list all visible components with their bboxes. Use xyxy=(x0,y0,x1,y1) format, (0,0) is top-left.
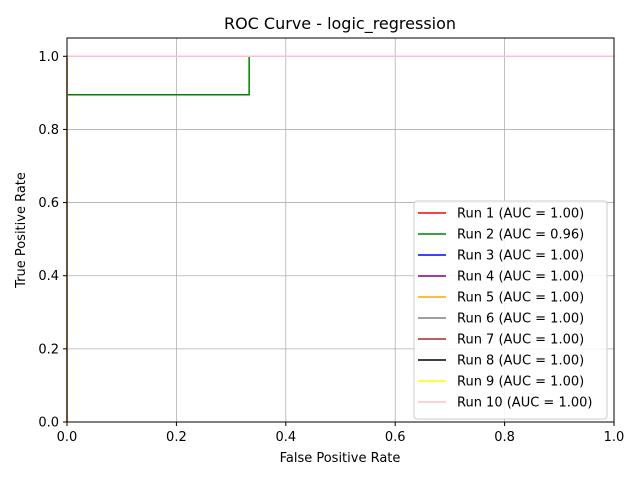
y-tick-label: 0.0 xyxy=(38,416,59,431)
x-tick-label: 0.6 xyxy=(385,430,406,445)
x-tick-label: 0.2 xyxy=(166,430,187,445)
legend-box xyxy=(413,200,608,420)
legend-label: Run 9 (AUC = 1.00) xyxy=(457,375,584,390)
plot-frame xyxy=(66,37,615,423)
legend-label: Run 7 (AUC = 1.00) xyxy=(457,333,584,348)
chart-title: ROC Curve - logic_regression xyxy=(224,14,456,34)
legend-label: Run 3 (AUC = 1.00) xyxy=(457,249,584,264)
y-tick-label: 0.2 xyxy=(38,342,59,357)
x-tick-label: 0.4 xyxy=(275,430,296,445)
y-tick-label: 0.4 xyxy=(38,269,59,284)
x-tick-label: 1.0 xyxy=(604,430,625,445)
y-tick-label: 1.0 xyxy=(38,50,59,65)
legend-label: Run 6 (AUC = 1.00) xyxy=(457,312,584,327)
x-tick-label: 0.0 xyxy=(57,430,78,445)
axis-ticks: 0.0 0.2 0.4 0.6 0.8 1.0 0.0 0.2 0.4 0.6 0.8 1.0 xyxy=(38,50,624,445)
x-axis-label: False Positive Rate xyxy=(280,451,401,466)
x-tick-label: 0.8 xyxy=(494,430,515,445)
legend-label: Run 1 (AUC = 1.00) xyxy=(457,207,584,222)
y-axis-label: True Positive Rate xyxy=(14,172,29,289)
legend-label: Run 2 (AUC = 0.96) xyxy=(457,228,584,243)
legend: Run 1 (AUC = 1.00) Run 2 (AUC = 0.96) Run … xyxy=(413,200,608,420)
y-tick-label: 0.8 xyxy=(38,123,59,138)
y-tick-label: 0.6 xyxy=(38,196,59,211)
legend-label: Run 4 (AUC = 1.00) xyxy=(457,270,584,285)
legend-label: Run 8 (AUC = 1.00) xyxy=(457,354,584,369)
legend-label: Run 10 (AUC = 1.00) xyxy=(457,396,592,411)
legend-label: Run 5 (AUC = 1.00) xyxy=(457,291,584,306)
